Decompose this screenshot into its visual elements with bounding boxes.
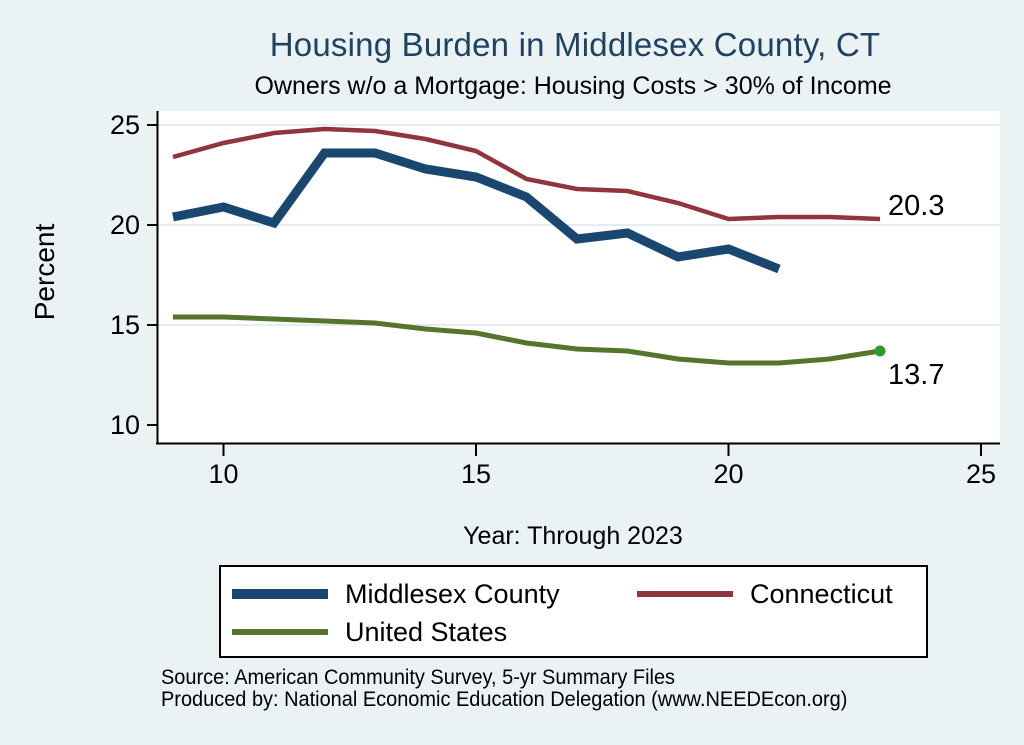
- chart-subtitle: Owners w/o a Mortgage: Housing Costs > 3…: [254, 72, 892, 100]
- legend-item-middlesex-county: Middlesex County: [232, 578, 560, 609]
- source-line-1: Source: American Community Survey, 5-yr …: [161, 666, 676, 689]
- y-tick-label-15: 15: [110, 310, 140, 340]
- source-note: Source: American Community Survey, 5-yr …: [161, 667, 847, 711]
- legend-label-united-states: United States: [345, 616, 508, 647]
- end-label-united-states: 13.7: [888, 359, 944, 391]
- y-tick-label-20: 20: [110, 210, 140, 240]
- plot-background: [157, 111, 1000, 444]
- legend-label-middlesex-county: Middlesex County: [345, 578, 560, 609]
- legend-swatch-united-states: [232, 629, 328, 635]
- chart-title: Housing Burden in Middlesex County, CT: [269, 26, 881, 63]
- legend-label-connecticut: Connecticut: [750, 578, 893, 609]
- end-marker-united-states: [874, 345, 886, 357]
- end-label-connecticut: 20.3: [888, 190, 944, 222]
- x-tick-label-25: 25: [966, 459, 996, 489]
- series-line-middlesex-county: [172, 148, 781, 274]
- legend-item-connecticut: Connecticut: [637, 578, 893, 609]
- y-tick-label-10: 10: [110, 410, 140, 440]
- legend-swatch-middlesex-county: [232, 589, 328, 599]
- x-tick-label-15: 15: [461, 459, 491, 489]
- series-line-united-states: [173, 314, 881, 366]
- x-axis-title: Year: Through 2023: [463, 522, 683, 550]
- series-line-connecticut: [172, 126, 881, 222]
- legend: Middlesex County Connecticut United Stat…: [219, 565, 928, 658]
- legend-swatch-connecticut: [637, 591, 733, 597]
- source-line-2: Produced by: National Economic Education…: [161, 688, 848, 711]
- x-tick-label-10: 10: [208, 459, 238, 489]
- x-tick-label-20: 20: [713, 459, 743, 489]
- legend-item-united-states: United States: [232, 616, 508, 647]
- y-tick-label-25: 25: [110, 110, 140, 140]
